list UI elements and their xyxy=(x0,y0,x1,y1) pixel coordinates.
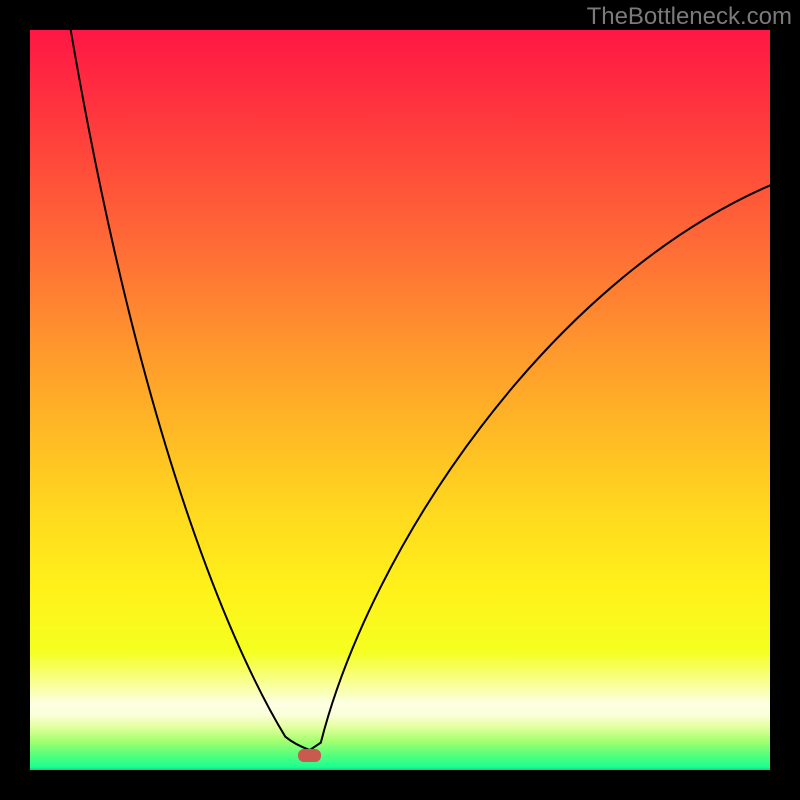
plot-background xyxy=(30,30,770,770)
bottleneck-chart xyxy=(0,0,800,800)
optimum-marker xyxy=(298,749,321,762)
watermark-text: TheBottleneck.com xyxy=(587,3,792,31)
chart-container: TheBottleneck.com xyxy=(0,0,800,800)
